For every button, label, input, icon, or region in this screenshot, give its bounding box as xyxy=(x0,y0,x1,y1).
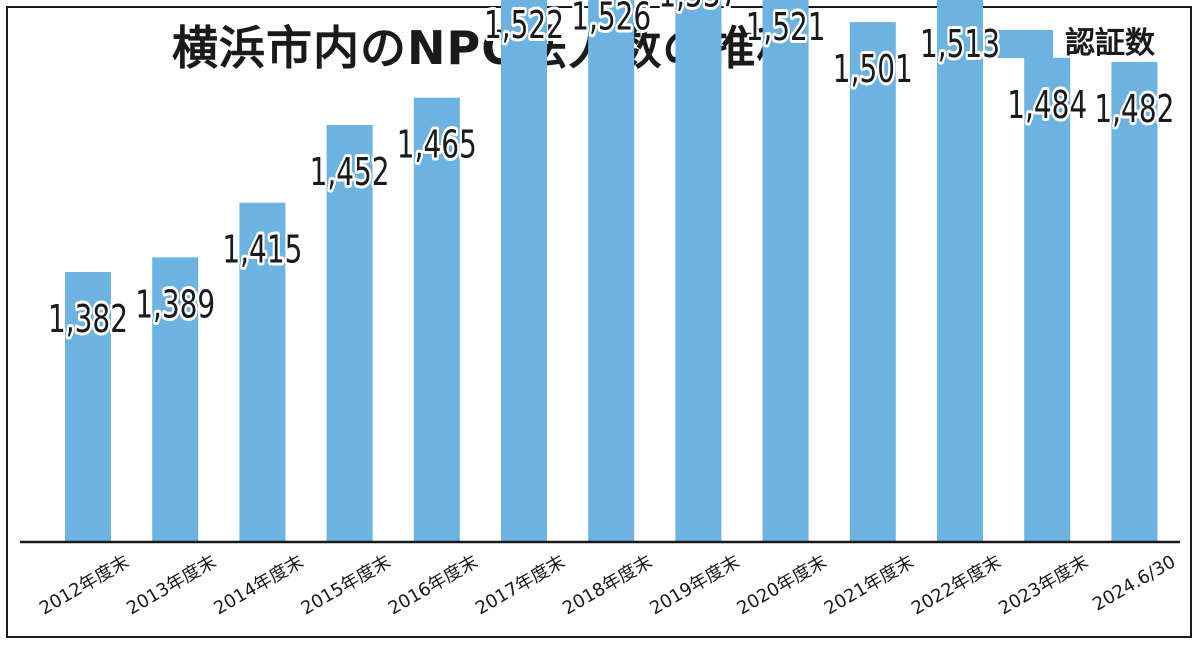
bar-2019年度末 xyxy=(675,0,722,542)
bar-2024.6/30 xyxy=(1111,62,1158,542)
bar-2017年度末 xyxy=(501,0,547,542)
bar-2015年度末 xyxy=(326,125,373,542)
bars-group xyxy=(65,0,1158,543)
bar-value-label: 1,513 xyxy=(920,22,1000,66)
x-tick-label: 2012年度末 xyxy=(36,551,133,619)
bar-2012年度末 xyxy=(65,272,111,542)
x-tick-label: 2015年度末 xyxy=(298,551,395,619)
x-tick-label: 2020年度末 xyxy=(734,551,831,619)
x-tick-label: 2022年度末 xyxy=(908,551,1005,619)
bar-value-label: 1,415 xyxy=(222,228,302,272)
x-tick-label: 2024.6/30 xyxy=(1089,551,1179,615)
bar-value-label: 1,484 xyxy=(1007,83,1087,127)
x-tick-label: 2021年度末 xyxy=(821,551,918,619)
x-tick-label: 2023年度末 xyxy=(995,551,1092,619)
bar-2013年度末 xyxy=(152,257,199,542)
x-tick-label: 2017年度末 xyxy=(472,551,569,619)
legend-swatch xyxy=(985,30,1053,58)
x-tick-labels-group: 2012年度末2013年度末2014年度末2015年度末2016年度末2017年… xyxy=(36,551,1179,619)
bar-2014年度末 xyxy=(239,202,286,542)
bar-2016年度末 xyxy=(413,97,460,542)
x-tick-label: 2018年度末 xyxy=(559,551,656,619)
bar-value-label: 1,465 xyxy=(397,123,477,167)
bar-2020年度末 xyxy=(762,0,809,543)
legend-label: 認証数 xyxy=(1065,26,1155,61)
bar-value-label: 1,521 xyxy=(746,5,826,49)
bar-value-label: 1,382 xyxy=(48,297,128,341)
bar-value-label: 1,537 xyxy=(658,0,738,16)
bar-2023年度末 xyxy=(1024,57,1071,543)
bar-value-label: 1,501 xyxy=(833,47,913,91)
x-tick-label: 2014年度末 xyxy=(210,551,307,619)
x-tick-label: 2019年度末 xyxy=(646,551,743,619)
bar-2022年度末 xyxy=(937,0,983,542)
bar-value-label: 1,522 xyxy=(484,3,564,47)
bar-value-label: 1,526 xyxy=(571,0,651,39)
bar-2021年度末 xyxy=(849,22,896,543)
bar-value-label: 1,452 xyxy=(310,150,390,194)
x-tick-label: 2013年度末 xyxy=(123,551,220,619)
bar-value-label: 1,482 xyxy=(1094,87,1174,131)
bar-value-label: 1,389 xyxy=(135,282,215,326)
x-tick-label: 2016年度末 xyxy=(385,551,482,619)
bar-2018年度末 xyxy=(588,0,635,543)
